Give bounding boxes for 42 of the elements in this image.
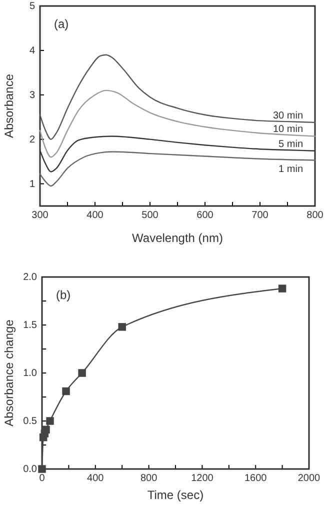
point (46, 417, 54, 425)
line-series (39, 90, 316, 158)
y-tick-label: 4 (29, 46, 36, 57)
y-tick-label: 0.0 (23, 464, 38, 476)
y-tick-label: 3 (29, 90, 36, 102)
y-tick-label: 1.0 (23, 368, 38, 380)
point (38, 465, 46, 473)
x-axis-title: Time (sec) (147, 488, 204, 502)
y-axis-title: Absorbance (2, 74, 16, 138)
x-tick-label: 400 (87, 473, 104, 484)
y-tick-label: 5 (29, 1, 36, 12)
line-series (39, 54, 316, 140)
annotation: (b) (56, 288, 71, 302)
y-tick-label: 0.5 (23, 416, 38, 428)
x-tick-label: 1200 (191, 473, 214, 484)
y-tick-label: 1.5 (23, 320, 38, 332)
x-tick-label: 800 (306, 210, 324, 222)
x-tick-label: 400 (86, 210, 104, 222)
point (118, 323, 126, 331)
annotation: (a) (54, 17, 69, 31)
y-axis-title: Absorbance change (2, 319, 16, 426)
y-tick-label: 2.0 (23, 272, 38, 284)
series-label: 30 min (272, 110, 303, 122)
point (42, 426, 50, 434)
x-tick-label: 1600 (244, 473, 268, 484)
point (278, 284, 286, 292)
y-tick-label: 1 (29, 178, 36, 190)
series-label: 1 min (278, 164, 303, 176)
x-tick-label: 800 (140, 473, 158, 484)
x-axis-title: Wavelength (nm) (132, 231, 223, 245)
line-series (39, 151, 316, 187)
x-tick-label: 0 (39, 473, 46, 484)
series-label: 5 min (278, 138, 303, 150)
series-label: 10 min (272, 124, 303, 136)
y-tick-label: 2 (29, 134, 36, 146)
point (78, 369, 86, 377)
x-tick-label: 500 (142, 210, 159, 222)
point (62, 387, 70, 396)
x-tick-label: 300 (32, 210, 49, 222)
x-tick-label: 700 (252, 210, 269, 222)
x-tick-label: 2000 (298, 473, 321, 484)
x-tick-label: 600 (196, 210, 214, 222)
